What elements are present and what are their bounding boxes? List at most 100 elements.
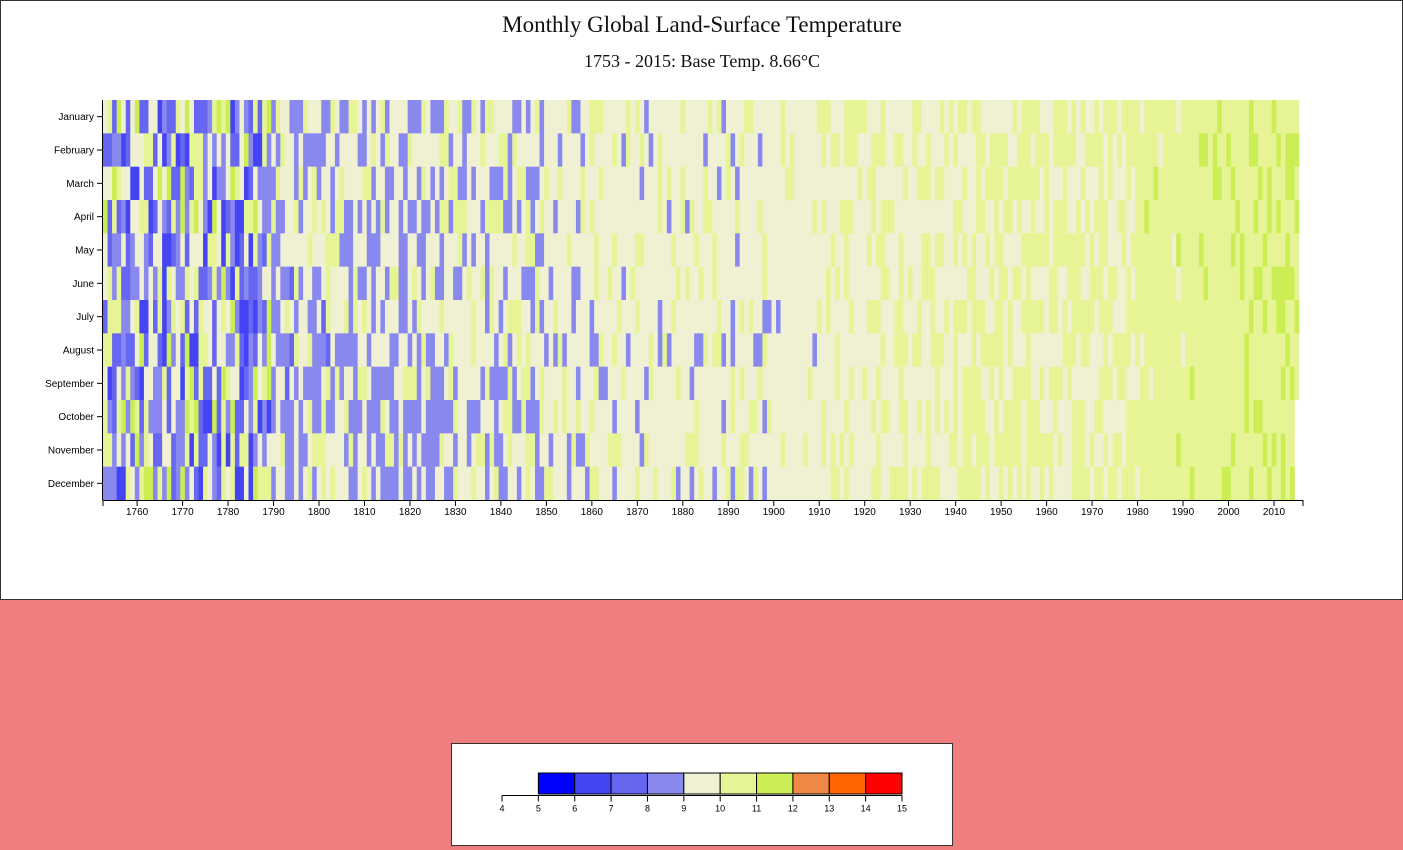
heatmap-cell	[1098, 400, 1104, 434]
heatmap-cell	[284, 133, 290, 167]
heatmap-cell	[298, 233, 304, 267]
heatmap-cell	[598, 400, 604, 434]
heatmap-cell	[930, 266, 936, 301]
heatmap-cell	[275, 166, 281, 201]
heatmap-cell	[1121, 133, 1127, 167]
heatmap-cell	[139, 133, 145, 167]
heatmap-cell	[694, 433, 700, 467]
heatmap-cell	[121, 133, 127, 167]
heatmap-cell	[221, 133, 227, 167]
heatmap-cell	[1289, 300, 1295, 334]
heatmap-cell	[225, 200, 231, 234]
heatmap-cell	[112, 166, 117, 201]
heatmap-cell	[1244, 266, 1250, 301]
heatmap-cell	[139, 266, 145, 301]
heatmap-cell	[1085, 133, 1091, 167]
heatmap-cell	[116, 200, 122, 234]
heatmap-cell	[494, 300, 499, 334]
heatmap-cell	[362, 100, 368, 134]
heatmap-cell	[289, 133, 295, 167]
heatmap-cell	[203, 100, 208, 134]
heatmap-cell	[334, 333, 340, 367]
heatmap-cell	[871, 366, 877, 401]
heatmap-cell	[821, 433, 827, 467]
heatmap-cell	[816, 400, 822, 434]
heatmap-cell	[143, 200, 149, 234]
heatmap-cell	[407, 166, 413, 201]
heatmap-cell	[439, 266, 445, 301]
heatmap-cell	[457, 133, 463, 167]
heatmap-cell	[457, 166, 463, 201]
heatmap-cell	[1253, 333, 1259, 367]
heatmap-cell	[557, 433, 563, 467]
heatmap-cell	[962, 266, 968, 301]
heatmap-cell	[289, 400, 295, 434]
heatmap-cell	[225, 266, 231, 301]
heatmap-cell	[939, 133, 945, 167]
heatmap-cell	[107, 333, 113, 367]
heatmap-cell	[457, 200, 463, 234]
heatmap-cell	[339, 333, 345, 367]
heatmap-cell	[303, 433, 308, 467]
heatmap-cell	[416, 233, 422, 267]
heatmap-cell	[457, 433, 463, 467]
heatmap-cell	[107, 466, 113, 501]
heatmap-cell	[507, 366, 513, 401]
heatmap-cell	[685, 400, 690, 434]
heatmap-cell	[184, 366, 190, 401]
heatmap-cell	[671, 166, 677, 201]
heatmap-cell	[1180, 133, 1186, 167]
heatmap-cell	[1176, 133, 1182, 167]
heatmap-cell	[1280, 400, 1286, 434]
heatmap-cell	[521, 100, 527, 134]
heatmap-cell	[425, 133, 431, 167]
heatmap-cell	[1162, 233, 1168, 267]
heatmap-cell	[548, 466, 554, 501]
heatmap-cell	[926, 300, 931, 334]
heatmap-cell	[894, 200, 900, 234]
heatmap-cell	[362, 433, 368, 467]
heatmap-cell	[462, 400, 468, 434]
heatmap-cell	[848, 166, 854, 201]
heatmap-cell	[439, 166, 445, 201]
heatmap-cell	[1048, 333, 1054, 367]
heatmap-cell	[830, 100, 836, 134]
heatmap-cell	[689, 466, 695, 501]
heatmap-cell	[630, 300, 636, 334]
heatmap-cell	[1053, 300, 1059, 334]
heatmap-cell	[848, 333, 854, 367]
heatmap-cell	[130, 366, 136, 401]
heatmap-cell	[1003, 433, 1009, 467]
heatmap-cell	[616, 466, 622, 501]
heatmap-cell	[535, 233, 540, 267]
heatmap-cell	[1176, 400, 1182, 434]
heatmap-cell	[675, 300, 681, 334]
heatmap-cell	[894, 333, 900, 367]
heatmap-cell	[116, 100, 122, 134]
heatmap-cell	[453, 166, 459, 201]
heatmap-cell	[116, 133, 122, 167]
heatmap-cell	[330, 133, 336, 167]
heatmap-cell	[1121, 266, 1127, 301]
heatmap-cell	[339, 400, 345, 434]
heatmap-cell	[826, 466, 831, 501]
heatmap-cell	[539, 233, 545, 267]
heatmap-cell	[416, 333, 422, 367]
heatmap-cell	[1235, 166, 1241, 201]
heatmap-cell	[230, 200, 236, 234]
heatmap-cell	[1253, 133, 1259, 167]
heatmap-cell	[580, 266, 586, 301]
heatmap-cell	[189, 300, 195, 334]
heatmap-cell	[112, 433, 117, 467]
heatmap-cell	[876, 300, 881, 334]
heatmap-cell	[721, 133, 727, 167]
heatmap-cell	[1026, 300, 1032, 334]
heatmap-cell	[1176, 166, 1182, 201]
x-tick-label: 1940	[945, 507, 968, 518]
heatmap-cell	[912, 466, 918, 501]
heatmap-cell	[862, 166, 868, 201]
heatmap-cell	[894, 466, 900, 501]
heatmap-cell	[1103, 300, 1109, 334]
heatmap-cell	[712, 433, 718, 467]
heatmap-cell	[1226, 366, 1232, 401]
